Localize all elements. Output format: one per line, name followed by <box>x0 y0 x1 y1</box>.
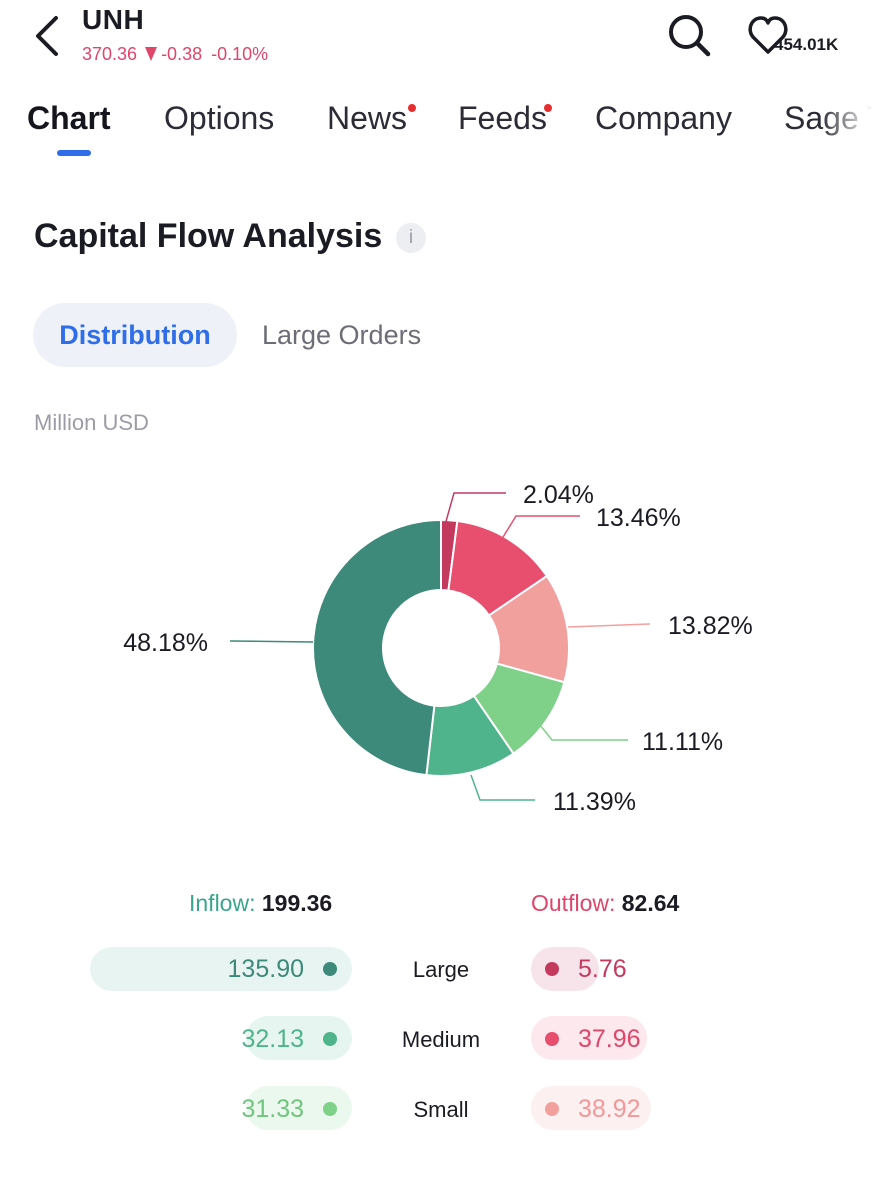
slice-leader-line-0 <box>442 492 506 533</box>
slice-leader-line-5 <box>229 640 314 643</box>
category-medium: Medium <box>401 1027 481 1052</box>
donut-slice-5 <box>312 518 442 777</box>
outflow-bar-large <box>531 947 599 991</box>
inflow-bar-large <box>90 947 352 991</box>
tab-company[interactable]: Company <box>595 100 732 136</box>
heart-icon <box>748 16 788 54</box>
tab-chart[interactable]: Chart <box>27 100 111 136</box>
search-icon <box>669 15 711 57</box>
inflow-value-medium: 32.13 <box>241 1025 304 1053</box>
feeds-badge-dot <box>544 104 552 112</box>
tab-options[interactable]: Options <box>164 100 275 136</box>
watchlist-button[interactable] <box>748 12 800 58</box>
news-badge-dot <box>408 104 416 112</box>
slice-label-0: 2.04% <box>523 481 594 509</box>
segment-large-orders[interactable]: Large Orders <box>262 320 422 350</box>
slice-leader-line-2 <box>567 623 651 628</box>
outflow-value-large: 5.76 <box>578 955 627 983</box>
inflow-total: 199.36 <box>261 890 333 916</box>
active-tab-indicator <box>57 150 91 156</box>
inflow-dot-small <box>323 1102 337 1116</box>
chevron-left-icon <box>36 16 58 56</box>
unit-label: Million USD <box>34 410 149 435</box>
outflow-dot-large <box>545 962 559 976</box>
tab-news[interactable]: News <box>327 100 408 136</box>
price-change: -0.38 <box>161 44 203 64</box>
down-arrow-icon <box>145 47 158 61</box>
watch-count: 454.01K <box>774 35 839 54</box>
slice-label-1: 13.46% <box>596 504 681 532</box>
inflow-value-large: 135.90 <box>227 955 304 983</box>
inflow-label: Inflow: <box>189 890 256 916</box>
tab-scroll-fade <box>820 90 882 150</box>
slice-leader-line-3 <box>535 719 628 741</box>
category-small: Small <box>413 1097 469 1122</box>
slice-leader-line-4 <box>470 774 535 801</box>
outflow-header: Outflow: 82.64 <box>531 890 679 917</box>
inflow-header: Inflow: 199.36 <box>189 890 332 917</box>
outflow-dot-small <box>545 1102 559 1116</box>
back-button[interactable] <box>28 14 68 58</box>
segment-distribution[interactable]: Distribution <box>33 303 237 367</box>
outflow-total: 82.64 <box>621 890 680 916</box>
inflow-value-small: 31.33 <box>241 1095 304 1123</box>
inflow-dot-medium <box>323 1032 337 1046</box>
slice-label-4: 11.39% <box>553 788 636 816</box>
outflow-value-medium: 37.96 <box>578 1025 641 1053</box>
section-title: Capital Flow Analysis <box>34 217 383 255</box>
donut-chart: 2.04%13.46% 13.82% 11.11% 11.39% 48.18% <box>123 481 753 816</box>
outflow-value-small: 38.92 <box>578 1095 641 1123</box>
slice-label-5: 48.18% <box>123 629 208 657</box>
outflow-label: Outflow: <box>531 890 616 916</box>
tab-feeds[interactable]: Feeds <box>458 100 547 136</box>
slice-label-3: 11.11% <box>642 728 723 756</box>
ticker-symbol: UNH <box>82 4 145 35</box>
price-quote: 370.36 -0.38 -0.10% <box>82 44 268 65</box>
inflow-dot-large <box>323 962 337 976</box>
slice-label-2: 13.82% <box>668 612 753 640</box>
outflow-dot-medium <box>545 1032 559 1046</box>
price-change-percent: -0.10% <box>211 44 269 64</box>
slice-leader-line-1 <box>499 515 580 543</box>
category-large: Large <box>412 957 470 982</box>
info-icon[interactable]: i <box>396 223 426 253</box>
last-price: 370.36 <box>82 44 138 64</box>
search-button[interactable] <box>666 12 712 58</box>
